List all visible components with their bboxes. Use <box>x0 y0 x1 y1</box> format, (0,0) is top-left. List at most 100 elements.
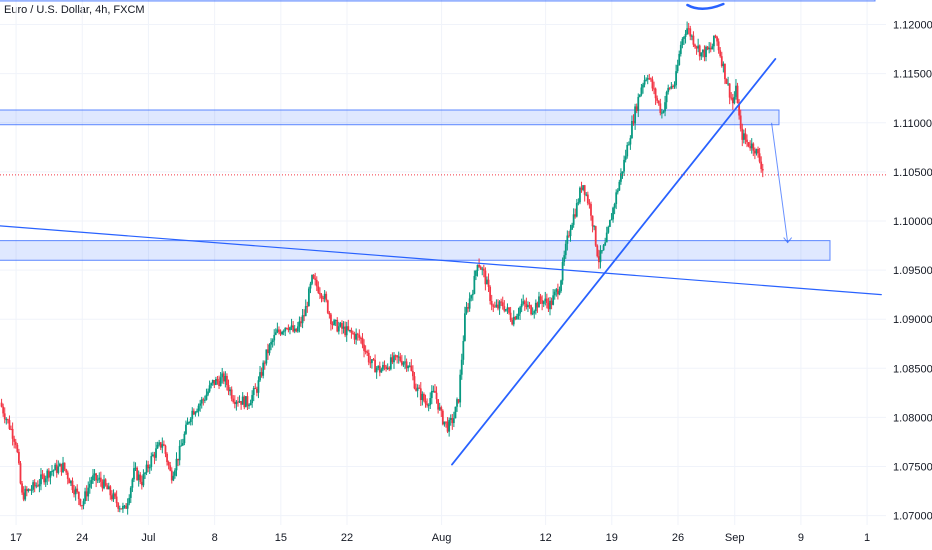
candle-body <box>2 406 5 414</box>
candle-body <box>109 486 112 496</box>
candle-body <box>612 207 614 220</box>
candle-body <box>717 41 720 51</box>
candle-body <box>257 380 260 393</box>
candle-body <box>276 329 279 333</box>
candle-body <box>736 85 739 104</box>
candle-body <box>70 480 72 484</box>
candle-body <box>493 306 496 308</box>
candle-body <box>320 294 323 299</box>
candle-body <box>511 320 514 325</box>
trendline-falling[interactable] <box>0 225 882 296</box>
candle-body <box>720 56 723 67</box>
projection-arrow[interactable] <box>771 122 789 243</box>
candle-body <box>411 370 414 377</box>
price-tick-label: 1.07000 <box>893 511 932 523</box>
price-tick-label: 1.12000 <box>893 20 932 32</box>
time-axis[interactable]: 17 24 Jul 8 15 22 Aug 12 19 26 Sep 9 1 <box>10 532 870 544</box>
candle-body <box>363 344 365 351</box>
candle-body <box>741 128 744 140</box>
candle-body <box>747 142 750 147</box>
candle-body <box>739 115 742 129</box>
date-tick-label: 15 <box>275 532 287 544</box>
candle-body <box>62 462 64 473</box>
resistance-zone-mid[interactable] <box>0 109 780 126</box>
candle-body <box>229 389 231 392</box>
candle-body <box>246 396 249 406</box>
candle-body <box>174 470 176 476</box>
candle-body <box>556 289 559 295</box>
candle-body <box>222 373 225 382</box>
candle-body <box>164 445 167 454</box>
candle-body <box>448 419 451 432</box>
candle-body <box>457 399 460 403</box>
date-tick-label: Jul <box>141 532 155 544</box>
candle-body <box>339 323 342 327</box>
candle-body <box>293 328 296 332</box>
grid-lines <box>0 0 886 525</box>
candle-body <box>169 465 172 471</box>
candle-body <box>82 501 85 506</box>
candle-body <box>716 36 718 42</box>
candle-body <box>689 28 692 37</box>
candle-body <box>703 49 706 58</box>
candle-body <box>371 359 373 363</box>
candle-body <box>616 190 619 193</box>
candle-body <box>106 485 109 490</box>
candle-body <box>733 96 736 104</box>
candle-body <box>547 302 550 310</box>
candle-body <box>104 479 107 486</box>
candle-body <box>749 146 752 149</box>
candle-body <box>16 444 19 452</box>
candle-body <box>545 298 548 303</box>
candle-body <box>662 111 665 113</box>
candle-body <box>273 334 276 341</box>
candle-body <box>125 505 127 509</box>
candle-body <box>312 274 315 279</box>
candle-body <box>676 64 679 72</box>
candle-body <box>255 388 258 393</box>
candle-body <box>561 261 564 281</box>
candle-body <box>68 478 71 484</box>
candle-body <box>626 145 629 157</box>
candle-body <box>588 203 591 205</box>
candle-body <box>148 467 151 469</box>
candle-body <box>268 344 271 354</box>
candle-body <box>355 333 358 340</box>
candle-body <box>430 391 433 399</box>
candle-body <box>405 361 408 369</box>
candle-body <box>690 35 693 37</box>
candle-body <box>519 307 521 314</box>
candle-body <box>629 138 632 145</box>
candle-body <box>74 488 77 495</box>
candle-body <box>205 394 208 400</box>
candle-body <box>52 470 55 472</box>
trendline-rising[interactable] <box>451 58 777 466</box>
candle-body <box>188 422 191 424</box>
candle-body <box>627 144 630 146</box>
resistance-zone-top[interactable] <box>0 0 876 2</box>
candle-body <box>673 85 676 87</box>
candle-body <box>101 481 104 489</box>
candle-body <box>634 106 637 124</box>
price-axis[interactable]: 1.12000 1.11500 1.11000 1.10500 1.10000 1.095… <box>893 20 932 523</box>
candle-body <box>40 474 42 485</box>
candle-body <box>73 490 75 495</box>
candle-body <box>419 388 422 400</box>
support-zone[interactable] <box>0 240 831 261</box>
candle-body <box>560 280 562 291</box>
candle-body <box>331 324 334 326</box>
candle-body <box>423 393 425 401</box>
candle-body <box>128 497 131 504</box>
candle-body <box>224 375 227 382</box>
candle-body <box>473 275 476 294</box>
candle-body <box>29 489 31 491</box>
candle-body <box>337 326 340 332</box>
candle-body <box>367 352 370 363</box>
candle-body <box>553 291 556 296</box>
candle-body <box>107 486 110 490</box>
candle-body <box>713 35 715 47</box>
candle-body <box>233 401 236 405</box>
date-tick-label: 17 <box>10 532 22 544</box>
candle-body <box>563 255 566 262</box>
